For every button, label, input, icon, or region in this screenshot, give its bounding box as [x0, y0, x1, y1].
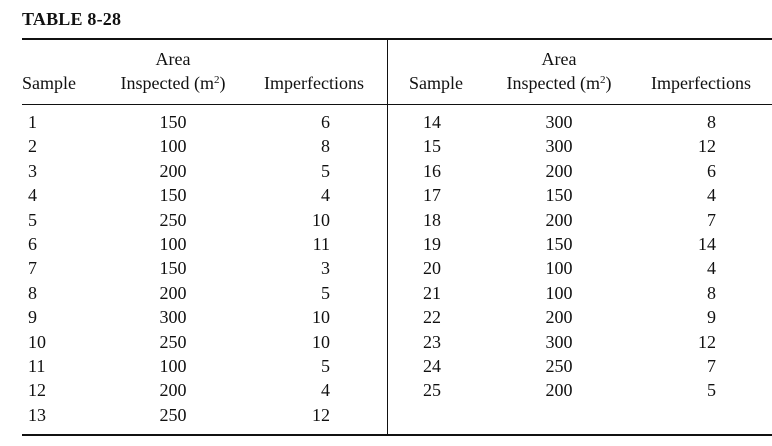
cell-sample: 13	[28, 404, 46, 425]
cell-sample: 6	[28, 234, 37, 254]
cell-area: 200	[545, 380, 573, 401]
cell-sample: 10	[28, 331, 46, 352]
cell-imperfections: 4	[321, 185, 330, 206]
header-area-line1-left: Area	[155, 49, 191, 69]
header-area-close: )	[219, 73, 226, 93]
cell-area: 150	[159, 258, 187, 279]
cell-sample: 23	[423, 331, 441, 352]
cell-sample: 3	[28, 160, 37, 181]
cell-sample: 8	[28, 282, 37, 303]
cell-sample: 21	[423, 282, 441, 303]
cell-imperfections: 7	[707, 356, 716, 376]
cell-imperfections: 6	[321, 112, 330, 132]
cell-area: 200	[545, 307, 573, 328]
cell-area: 250	[545, 356, 573, 376]
header-sample-left: Sample	[22, 73, 76, 93]
cell-area: 100	[159, 136, 187, 157]
cell-area: 150	[545, 234, 573, 254]
cell-imperfections: 10	[312, 307, 330, 328]
cell-sample: 9	[28, 307, 37, 328]
table-title: TABLE 8-28	[22, 9, 122, 29]
cell-sample: 17	[423, 185, 441, 206]
header-area-text: Inspected (m	[120, 73, 214, 93]
cell-sample: 5	[28, 209, 37, 230]
cell-sample: 24	[423, 356, 441, 376]
cell-sample: 15	[423, 136, 441, 157]
cell-sample: 19	[423, 234, 441, 254]
cell-area: 300	[545, 112, 573, 132]
cell-sample: 20	[423, 258, 441, 279]
cell-imperfections: 5	[707, 380, 716, 401]
cell-area: 100	[545, 282, 573, 303]
cell-imperfections: 4	[707, 258, 716, 279]
cell-imperfections: 4	[707, 185, 716, 206]
cell-imperfections: 8	[707, 282, 716, 303]
cell-sample: 7	[28, 258, 37, 279]
header-area-line2-left: Inspected (m2)	[108, 73, 238, 94]
cell-sample: 18	[423, 209, 441, 230]
cell-imperfections: 8	[321, 136, 330, 157]
header-area-text: Inspected (m	[506, 73, 600, 93]
cell-imperfections: 5	[321, 356, 330, 376]
top-rule	[22, 38, 772, 40]
header-imperfections-left: Imperfections	[264, 73, 364, 93]
cell-sample: 16	[423, 160, 441, 181]
cell-area: 100	[545, 258, 573, 279]
header-sample-right: Sample	[409, 73, 463, 93]
cell-imperfections: 4	[321, 380, 330, 401]
cell-sample: 22	[423, 307, 441, 328]
cell-area: 100	[159, 234, 187, 254]
cell-imperfections: 5	[321, 282, 330, 303]
cell-imperfections: 14	[698, 234, 716, 254]
cell-area: 300	[545, 331, 573, 352]
header-imperfections-right: Imperfections	[651, 73, 751, 93]
cell-sample: 11	[28, 356, 46, 376]
cell-area: 300	[159, 307, 187, 328]
cell-sample: 2	[28, 136, 37, 157]
cell-imperfections: 10	[312, 209, 330, 230]
header-area-superscript: 2	[213, 74, 220, 86]
cell-area: 250	[159, 331, 187, 352]
header-area-superscript: 2	[599, 74, 606, 86]
cell-imperfections: 9	[707, 307, 716, 328]
cell-sample: 4	[28, 185, 37, 206]
cell-area: 200	[159, 380, 187, 401]
cell-imperfections: 12	[312, 404, 330, 425]
cell-area: 150	[159, 112, 187, 132]
cell-imperfections: 6	[707, 160, 716, 181]
header-rule	[22, 104, 772, 106]
cell-area: 200	[545, 160, 573, 181]
header-area-line1-right: Area	[541, 49, 577, 69]
header-area-close: )	[605, 73, 612, 93]
cell-imperfections: 12	[698, 136, 716, 157]
cell-imperfections: 3	[321, 258, 330, 279]
cell-sample: 1	[28, 112, 37, 132]
bottom-rule	[22, 434, 772, 436]
cell-imperfections: 12	[698, 331, 716, 352]
cell-area: 300	[545, 136, 573, 157]
cell-area: 100	[159, 356, 187, 376]
cell-imperfections: 7	[707, 209, 716, 230]
cell-imperfections: 8	[707, 112, 716, 132]
cell-area: 150	[159, 185, 187, 206]
cell-sample: 14	[423, 112, 441, 132]
header-area-line2-right: Inspected (m2)	[494, 73, 624, 94]
cell-area: 200	[545, 209, 573, 230]
cell-imperfections: 10	[312, 331, 330, 352]
cell-imperfections: 11	[312, 234, 330, 254]
cell-area: 150	[545, 185, 573, 206]
cell-imperfections: 5	[321, 160, 330, 181]
column-divider	[387, 38, 389, 434]
cell-area: 200	[159, 282, 187, 303]
cell-sample: 25	[423, 380, 441, 401]
cell-area: 250	[159, 209, 187, 230]
cell-area: 250	[159, 404, 187, 425]
cell-sample: 12	[28, 380, 46, 401]
cell-area: 200	[159, 160, 187, 181]
